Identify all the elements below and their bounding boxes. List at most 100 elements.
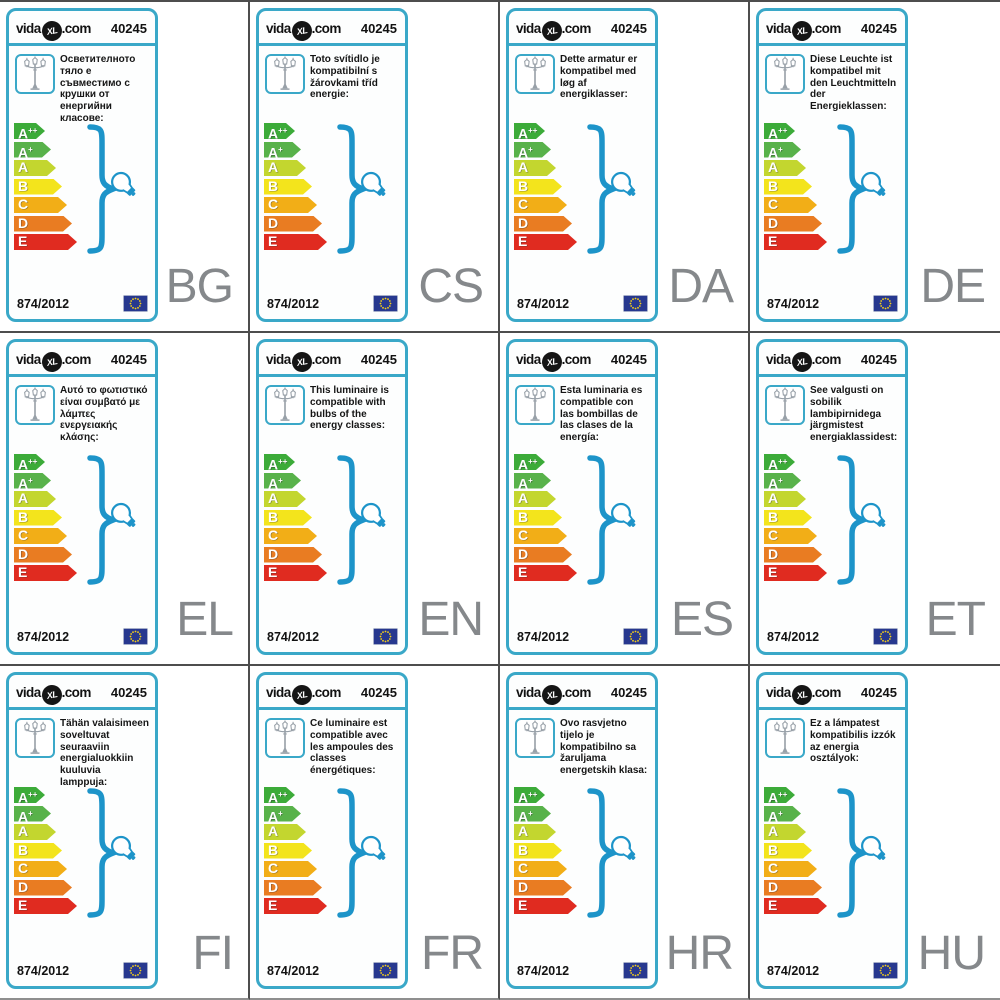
logo-text-vida: vida: [766, 351, 791, 367]
energy-class-letter: D: [768, 878, 779, 895]
language-code: EN: [418, 593, 484, 646]
regulation-number: 874/2012: [767, 629, 820, 644]
energy-class-letter: D: [518, 545, 529, 562]
energy-class-bar: A+: [764, 142, 801, 158]
label-footer: 874/2012: [509, 962, 655, 986]
energy-class-scale: A++ A+ A B C D E: [514, 454, 655, 585]
energy-class-bar: C: [14, 861, 67, 877]
vidaxl-logo: vida XL .com: [16, 682, 91, 707]
logo-text-xl: XL: [295, 25, 308, 37]
language-code: FI: [192, 927, 234, 980]
logo-text-com: .com: [61, 20, 92, 36]
energy-class-letter: E: [518, 564, 528, 580]
energy-label-card: vida XL .com 40245: [6, 672, 158, 989]
energy-class-letter: A: [518, 823, 529, 839]
product-number: 40245: [860, 684, 897, 700]
label-header: vida XL .com 40245: [759, 11, 905, 46]
vidaxl-logo: vida XL .com: [766, 682, 841, 707]
vidaxl-logo: vida XL .com: [516, 18, 592, 43]
light-bulb-icon: [611, 502, 636, 527]
energy-class-bar: A+: [14, 142, 51, 158]
eu-flag-icon: [123, 295, 148, 312]
regulation-number: 874/2012: [267, 629, 320, 644]
energy-class-bar: A+: [264, 142, 301, 158]
label-description: Αυτό το φωτιστικό είναι συμβατό με λάμπε…: [60, 385, 148, 444]
logo-text-com: .com: [311, 684, 342, 700]
energy-class-scale: A++ A+ A B C D E: [264, 454, 405, 585]
energy-class-letter: D: [518, 878, 529, 895]
product-number: 40245: [610, 351, 647, 367]
energy-class-letter: E: [18, 897, 28, 913]
vidaxl-logo: vida XL .com: [766, 18, 842, 43]
label-header: vida XL .com 40245: [259, 11, 405, 46]
lamp-post-icon: [774, 387, 796, 421]
vidaxl-logo: vida XL .com: [516, 349, 591, 374]
light-bulb-icon: [861, 502, 886, 527]
eu-flag-icon: [123, 962, 148, 979]
vidaxl-logo-icon: XL: [540, 683, 564, 707]
label-description-row: Diese Leuchte ist kompatibel mit den Leu…: [759, 46, 905, 118]
energy-class-bar: B: [14, 510, 62, 526]
energy-class-letter: E: [768, 233, 778, 249]
light-bulb-icon: [361, 502, 386, 527]
energy-class-bar: A: [264, 491, 306, 507]
logo-text-com: .com: [811, 20, 842, 36]
energy-class-bar: E: [764, 565, 827, 581]
energy-class-bar: A++: [514, 787, 545, 803]
label-header: vida XL .com 40245: [9, 342, 155, 377]
energy-class-letter: A+: [18, 808, 33, 825]
label-description: Toto svítidlo je kompatibilní s žárovkam…: [310, 54, 380, 101]
energy-class-bar: E: [264, 565, 327, 581]
energy-class-bar: A+: [764, 473, 801, 489]
energy-class-bar: A: [14, 491, 56, 507]
label-description-row: See valgusti on sobilik lambipirnidega j…: [759, 377, 905, 449]
label-description: Осветителното тяло е съвместимо с крушки…: [60, 54, 136, 124]
energy-class-bar: A++: [514, 454, 545, 470]
logo-text-com: .com: [811, 351, 842, 367]
energy-label-card: vida XL .com 40245: [756, 339, 908, 655]
energy-class-letter: A: [518, 159, 529, 175]
energy-class-letter: C: [268, 860, 279, 876]
energy-class-letter: A++: [768, 789, 788, 806]
energy-class-bars: A++ A+ A B C D E: [14, 123, 155, 250]
logo-text-com: .com: [561, 684, 592, 700]
logo-text-com: .com: [561, 20, 592, 36]
label-description-row: Toto svítidlo je kompatibilní s žárovkam…: [259, 46, 405, 118]
label-header: vida XL .com 40245: [9, 11, 155, 46]
energy-class-bars: A++ A+ A B C D E: [264, 123, 405, 250]
energy-class-letter: A++: [268, 125, 288, 142]
product-number: 40245: [360, 684, 397, 700]
product-number: 40245: [610, 684, 647, 700]
energy-class-bar: E: [264, 898, 327, 914]
energy-class-letter: E: [268, 897, 278, 913]
energy-class-bars: A++ A+ A B C D E: [764, 454, 905, 581]
energy-class-scale: A++ A+ A B C D E: [764, 123, 905, 254]
label-header: vida XL .com 40245: [9, 675, 155, 710]
language-code: ET: [925, 593, 986, 646]
luminaire-icon-box: [15, 54, 55, 94]
luminaire-icon-box: [15, 385, 55, 425]
energy-class-letter: A: [768, 490, 779, 506]
language-code: CS: [418, 260, 484, 313]
logo-text-xl: XL: [545, 356, 558, 368]
logo-text-vida: vida: [16, 351, 41, 367]
label-footer: 874/2012: [9, 295, 155, 319]
energy-class-letter: A+: [518, 475, 533, 492]
label-footer: 874/2012: [9, 628, 155, 652]
energy-class-bar: A: [764, 491, 806, 507]
light-bulb-icon: [861, 835, 886, 860]
energy-label-card: vida XL .com 40245: [6, 339, 158, 655]
lamp-post-icon: [774, 56, 796, 90]
energy-class-letter: A+: [518, 144, 533, 161]
product-number: 40245: [610, 20, 647, 36]
regulation-number: 874/2012: [517, 629, 570, 644]
energy-class-bar: A+: [14, 806, 51, 822]
vidaxl-logo-icon: XL: [540, 19, 564, 43]
language-code: DE: [920, 260, 986, 313]
regulation-number: 874/2012: [17, 963, 70, 978]
energy-class-letter: C: [18, 527, 29, 543]
energy-class-bar: E: [764, 898, 827, 914]
energy-class-letter: C: [18, 196, 29, 212]
energy-label-card: vida XL .com 40245: [256, 339, 408, 655]
